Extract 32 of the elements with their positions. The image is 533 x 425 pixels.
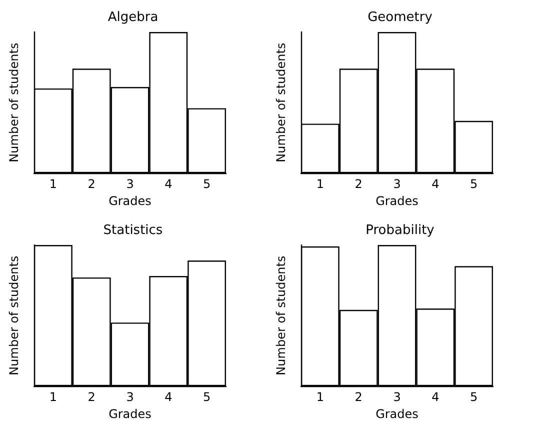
x-tick-label: 3 (393, 177, 401, 192)
x-tick-label: 1 (49, 177, 58, 192)
x-axis-title: Grades (108, 407, 152, 421)
x-tick-label: 2 (88, 390, 96, 404)
x-tick-label: 1 (316, 390, 324, 404)
x-tick-label: 2 (354, 177, 362, 192)
x-tick-label: 1 (316, 177, 324, 192)
y-axis-title: Number of students (274, 42, 288, 162)
x-tick-label: 4 (164, 390, 172, 404)
x-tick-label: 3 (126, 390, 134, 404)
chart-title: Algebra (108, 10, 158, 25)
x-tick-label: 3 (393, 390, 401, 404)
x-axis-title: Grades (376, 407, 418, 421)
y-axis-title: Number of students (274, 256, 288, 376)
x-tick-label: 2 (354, 390, 362, 404)
chart-title: Statistics (103, 223, 163, 238)
x-tick-label: 5 (470, 390, 478, 404)
x-tick-label: 5 (470, 177, 478, 192)
y-axis-title: Number of students (7, 42, 21, 162)
chart-title: Probability (366, 223, 435, 238)
x-axis-title: Grades (108, 194, 152, 208)
x-tick-label: 4 (164, 177, 172, 192)
x-axis-title: Grades (376, 194, 418, 208)
x-tick-label: 2 (88, 177, 96, 192)
y-axis-title: Number of students (7, 256, 21, 376)
x-tick-label: 4 (432, 390, 440, 404)
x-tick-label: 3 (126, 177, 134, 192)
x-tick-label: 5 (202, 390, 211, 404)
x-tick-label: 4 (432, 177, 440, 192)
chart-title: Geometry (368, 10, 433, 25)
x-tick-label: 5 (202, 177, 211, 192)
x-tick-label: 1 (49, 390, 58, 404)
